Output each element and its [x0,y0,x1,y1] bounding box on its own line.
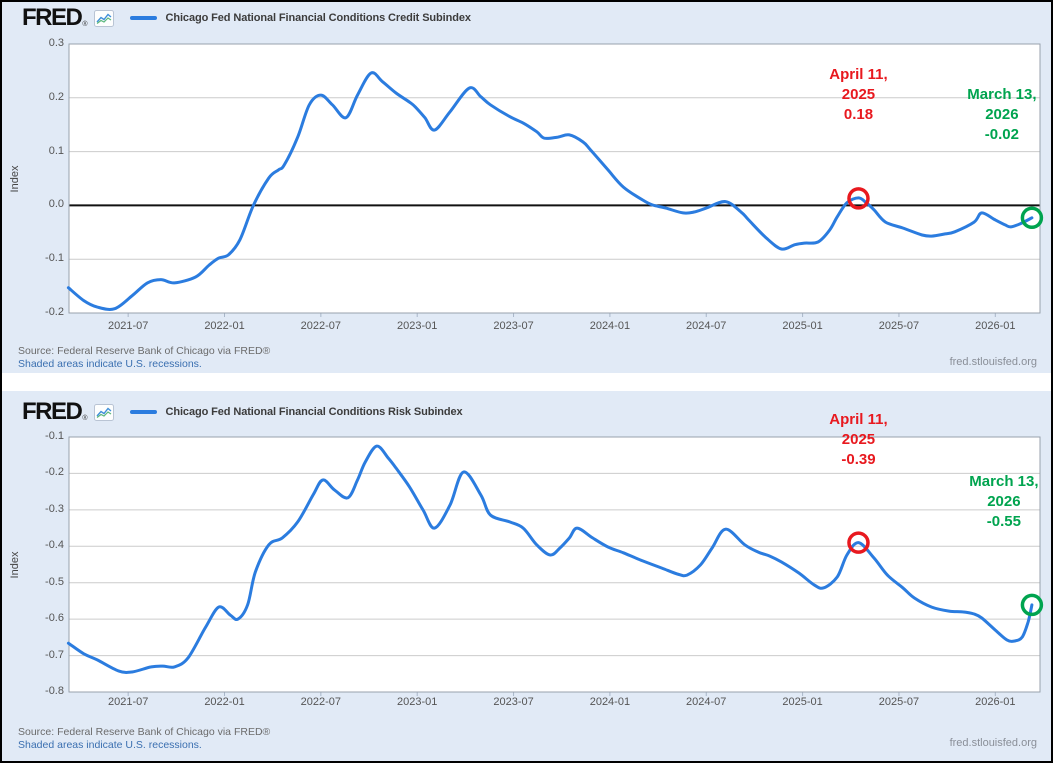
annotation-march-13-2026-line: March 13, [969,472,1039,490]
x-tick-label: 2024-01 [589,320,631,332]
credit-subindex-plot [66,43,1044,317]
annotation-april-11-2025-line: -0.39 [841,450,876,468]
x-tick-label: 2025-07 [878,320,920,332]
x-tick-label: 2024-07 [686,320,727,332]
risk-subindex-chart-panel: FRED ® Chicago Fed National Financial Con… [2,391,1051,761]
fred-site-label: fred.stlouisfed.org [949,737,1037,749]
fred-logo: FRED [22,398,83,425]
legend: Chicago Fed National Financial Condition… [129,406,463,418]
annotation-marker-march-13-2026 [1020,206,1044,230]
x-tick-label: 2023-01 [397,320,438,332]
plot-area [69,437,1040,692]
credit-subindex-chart-panel: FRED ® Chicago Fed National Financial Con… [2,2,1051,373]
registered-trademark: ® [82,415,88,422]
annotation-marker-april-11-2025 [847,187,870,210]
y-tick-label: 0.3 [48,37,64,49]
legend-label: Chicago Fed National Financial Condition… [165,12,471,24]
risk-subindex-plot [66,436,1044,696]
recession-note: Shaded areas indicate U.S. recessions. [18,358,202,370]
source-attribution: Source: Federal Reserve Bank of Chicago … [18,345,271,357]
x-tick-label: 2025-07 [878,696,920,708]
y-tick-label: -0.4 [45,539,64,552]
x-tick-label: 2024-01 [589,696,631,708]
plot-area [69,44,1040,313]
registered-trademark: ® [82,21,88,28]
y-tick-label: -0.1 [45,252,64,265]
legend: Chicago Fed National Financial Condition… [129,12,471,24]
annotation-april-11-2025-line: 0.18 [843,106,874,124]
recession-note: Shaded areas indicate U.S. recessions. [18,739,202,751]
y-tick-label: -0.2 [45,306,64,318]
legend-line-swatch [129,410,157,414]
plot-border [68,436,1041,693]
annotation-march-13-2026-line: March 13, [967,85,1037,103]
x-tick-label: 2022-07 [300,696,342,708]
x-tick-label: 2022-01 [204,320,245,332]
legend-line-swatch [129,16,157,20]
plot-border [68,43,1041,314]
y-tick-label: -0.3 [45,502,64,515]
x-tick-label: 2025-01 [782,696,823,708]
line-chart-icon [93,403,114,421]
x-tick-label: 2026-01 [975,320,1016,332]
data-line [66,71,1034,311]
y-tick-label: 0.0 [48,198,64,211]
x-tick-label: 2021-07 [107,696,149,708]
y-tick-label: -0.5 [45,575,64,588]
y-axis-title: Index [9,165,21,192]
y-axis-title: Index [9,551,21,578]
y-tick-label: -0.8 [45,685,64,697]
annotation-april-11-2025-line: 2025 [841,86,876,104]
annotation-april-11-2025-line: April 11, [829,66,888,84]
fred-logo: FRED [22,4,83,31]
annotation-marker-march-13-2026 [1020,593,1044,617]
y-tick-label: -0.6 [45,612,64,625]
annotation-march-13-2026-line: -0.55 [986,512,1021,530]
annotation-march-13-2026-line: 2026 [985,105,1019,123]
legend-label: Chicago Fed National Financial Condition… [165,406,463,418]
fred-site-label: fred.stlouisfed.org [949,356,1037,368]
x-tick-label: 2023-01 [397,696,438,708]
annotation-march-13-2026-line: 2026 [987,492,1021,510]
x-tick-label: 2023-07 [493,696,534,708]
chart-header: FRED ® Chicago Fed National Financial Con… [22,4,471,31]
y-tick-label: 0.1 [48,144,64,157]
x-tick-label: 2022-01 [204,696,245,708]
annotation-march-13-2026-line: -0.02 [984,125,1019,143]
source-attribution: Source: Federal Reserve Bank of Chicago … [18,726,271,738]
y-tick-label: 0.2 [48,90,64,103]
chart-header: FRED ® Chicago Fed National Financial Con… [22,398,463,425]
y-tick-label: -0.1 [45,430,64,442]
data-line [66,444,1034,674]
y-tick-label: -0.7 [45,648,64,661]
x-tick-label: 2026-01 [975,696,1016,708]
annotation-marker-april-11-2025 [847,531,870,554]
x-tick-label: 2021-07 [107,320,149,332]
x-tick-label: 2025-01 [782,320,823,332]
x-tick-label: 2023-07 [493,320,534,332]
line-chart-icon [93,9,114,27]
x-tick-label: 2022-07 [300,320,342,332]
annotation-april-11-2025-line: April 11, [829,410,888,428]
annotation-april-11-2025-line: 2025 [841,430,876,448]
x-tick-label: 2024-07 [686,696,727,708]
y-tick-label: -0.2 [45,466,64,479]
